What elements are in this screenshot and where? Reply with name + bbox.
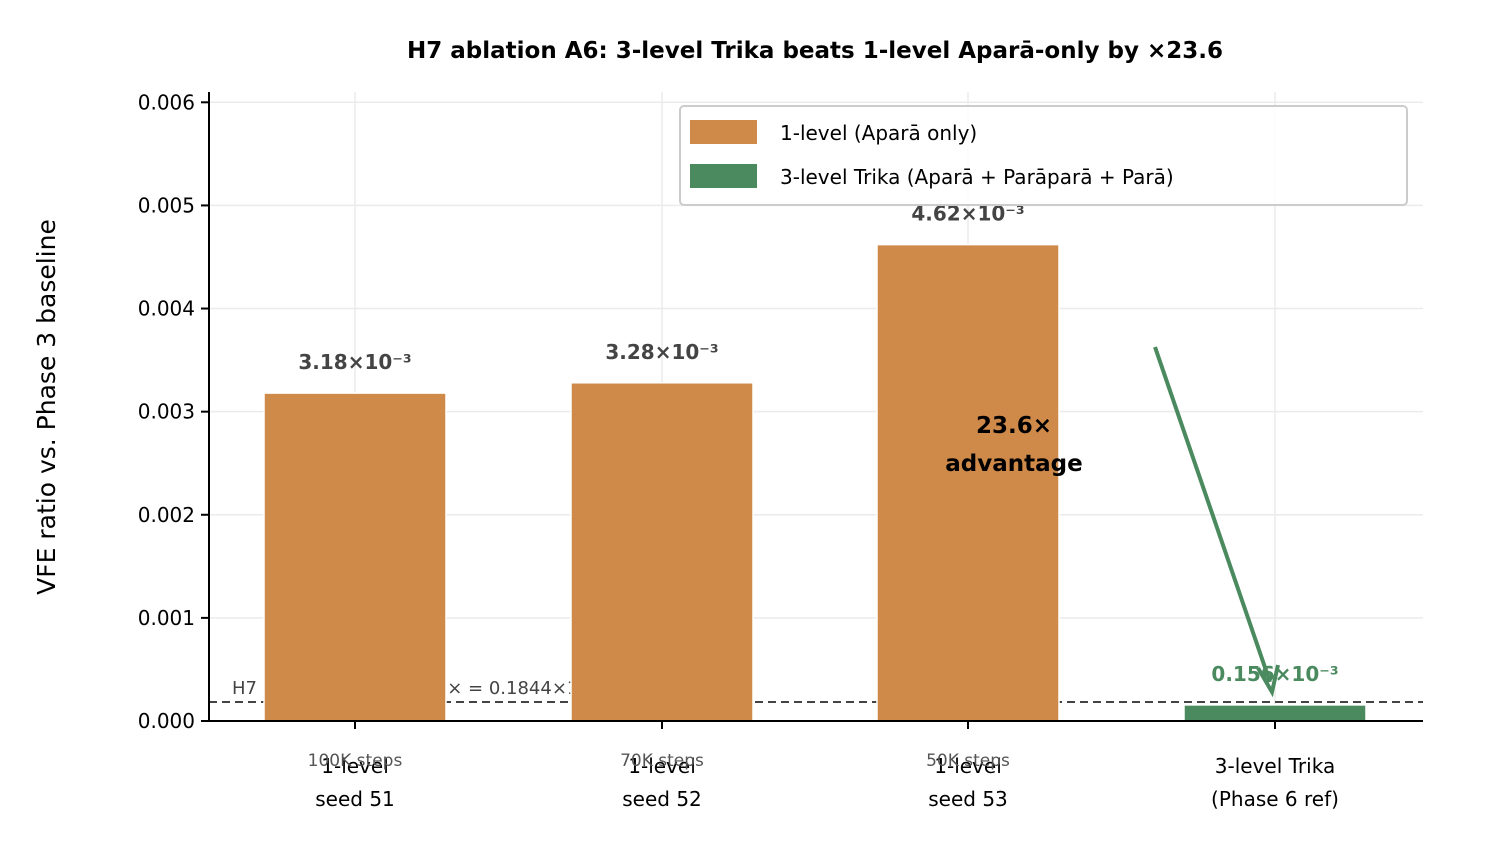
advantage-value: 23.6× [976, 413, 1052, 439]
x-tick-label-line2: seed 53 [928, 787, 1008, 811]
bar-value-label-2: 3.28×10⁻³ [605, 340, 718, 364]
bars [263, 243, 1367, 722]
x-tick-note: 50K steps [926, 751, 1010, 771]
advantage-arrow-shaft [1153, 346, 1272, 683]
y-tick-label: 0.001 [138, 606, 195, 630]
y-tick-label: 0.002 [138, 503, 195, 527]
y-tick-label: 0.000 [138, 709, 195, 733]
bar-1 [263, 392, 447, 722]
advantage-label: advantage [945, 451, 1082, 477]
y-tick-label: 0.005 [138, 193, 195, 217]
x-tick-note: 70K steps [620, 751, 704, 771]
advantage-arrow-head [1256, 664, 1280, 698]
x-tick-label-line2: (Phase 6 ref) [1211, 787, 1339, 811]
advantage-annotation: 23.6× advantage [945, 346, 1280, 698]
y-tick-label: 0.003 [138, 400, 195, 424]
legend-swatch-3level [690, 164, 757, 188]
legend: 1-level (Aparā only) 3-level Trika (Apar… [679, 105, 1408, 206]
x-tick-label-line1: 1-level [934, 754, 1002, 778]
y-ticks: 0.000 0.001 0.002 0.003 0.004 0.005 0.006 [138, 90, 209, 733]
legend-swatch-1level [690, 120, 757, 144]
x-tick-label-line1: 3-level Trika [1215, 754, 1335, 778]
x-tick-label-line1: 1-level [321, 754, 389, 778]
y-tick-label: 0.004 [138, 297, 195, 321]
x-tick-note: 100K steps [308, 751, 403, 771]
y-axis-label: VFE ratio vs. Phase 3 baseline [32, 219, 61, 595]
bar-3 [876, 243, 1060, 722]
x-tick-label-line2: seed 51 [315, 787, 395, 811]
bar-2 [570, 382, 754, 722]
x-tick-label-line1: 1-level [628, 754, 696, 778]
legend-label-3level: 3-level Trika (Aparā + Parāparā + Parā) [780, 165, 1174, 189]
x-tick-label-line2: seed 52 [622, 787, 702, 811]
bar-labels: 3.18×10⁻³ 3.28×10⁻³4.62×10⁻³0.156×10⁻³ [298, 202, 1338, 686]
y-tick-label: 0.006 [138, 90, 195, 114]
legend-frame [679, 105, 1408, 206]
legend-label-1level: 1-level (Aparā only) [780, 121, 977, 145]
chart-title: H7 ablation A6: 3-level Trika beats 1-le… [407, 38, 1223, 64]
bar-4 [1183, 704, 1367, 722]
bar-value-label-1: 3.18×10⁻³ [298, 350, 411, 374]
